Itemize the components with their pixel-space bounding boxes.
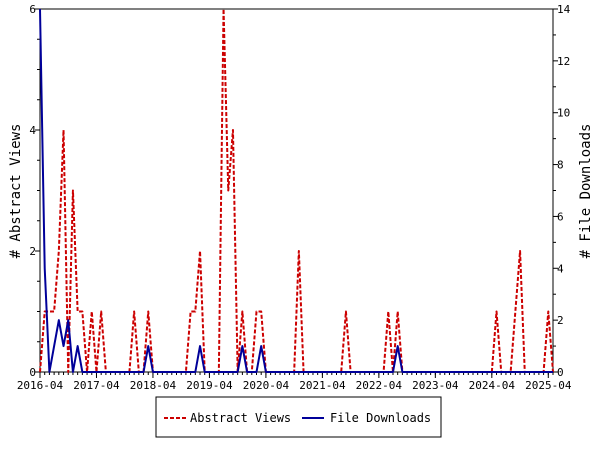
y-right-tick-label: 4	[557, 262, 564, 275]
y-axis-left-ticks: 0 2 4 6	[29, 3, 40, 379]
y-axis-right-ticks: 0 2 4 6 8 10 12 14	[553, 3, 571, 379]
y-axis-left-title: # Abstract Views	[8, 124, 24, 259]
legend-label-file-downloads: File Downloads	[330, 411, 431, 425]
y-left-tick-label: 4	[29, 124, 36, 137]
y-left-tick-label: 0	[29, 366, 36, 379]
y-right-tick-label: 12	[557, 55, 570, 68]
y-axis-right-title: # File Downloads	[578, 124, 594, 259]
y-left-tick-label: 2	[29, 245, 36, 258]
x-tick-label: 2024-04	[469, 379, 516, 392]
x-tick-label: 2019-04	[186, 379, 233, 392]
x-axis-ticks: 2016-04 2017-04 2018-04 2019-04 2020-04 2021-…	[17, 372, 572, 392]
x-tick-label: 2017-04	[73, 379, 120, 392]
x-tick-label: 2021-04	[299, 379, 346, 392]
y-right-tick-label: 10	[557, 107, 570, 120]
y-right-tick-label: 6	[557, 210, 564, 223]
x-tick-label: 2018-04	[130, 379, 177, 392]
y-right-tick-label: 14	[557, 3, 571, 16]
series-line-file-downloads	[39, 8, 553, 373]
x-tick-label: 2022-04	[356, 379, 403, 392]
series-line-abstract-views	[39, 8, 554, 373]
x-tick-label: 2020-04	[243, 379, 290, 392]
y-right-tick-label: 0	[557, 366, 564, 379]
x-tick-label: 2023-04	[412, 379, 459, 392]
x-tick-label: 2025-04	[525, 379, 572, 392]
legend: Abstract Views File Downloads	[155, 396, 442, 438]
legend-label-abstract-views: Abstract Views	[190, 411, 291, 425]
x-tick-label: 2016-04	[17, 379, 64, 392]
y-right-tick-label: 8	[557, 159, 564, 172]
y-right-tick-label: 2	[557, 314, 564, 327]
y-left-tick-label: 6	[29, 3, 36, 16]
series-layer	[39, 8, 554, 373]
legend-box	[155, 396, 442, 438]
